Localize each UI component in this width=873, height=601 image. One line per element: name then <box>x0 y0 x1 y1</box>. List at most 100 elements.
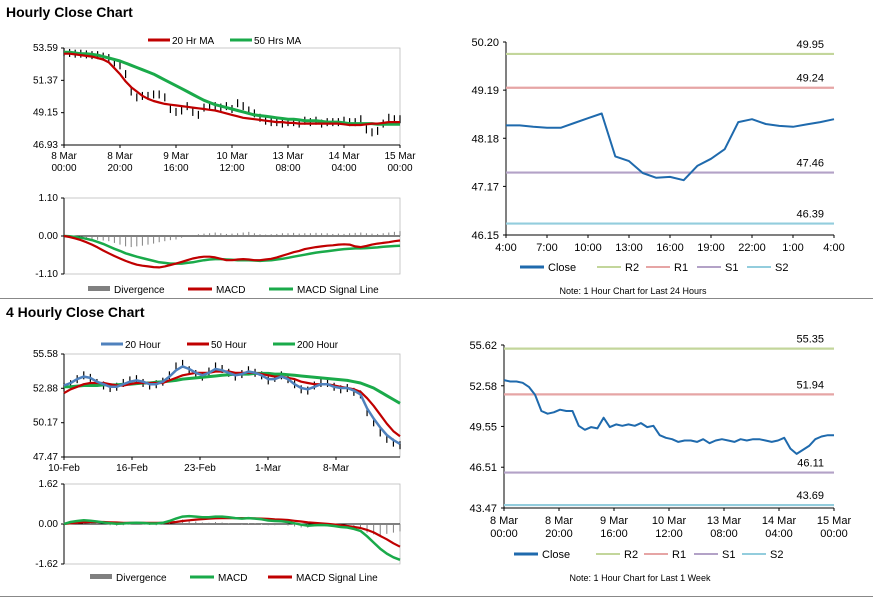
hp-x-tick-label: 8 Mar <box>51 151 77 162</box>
fm-macd-line <box>63 514 401 561</box>
hp-y-tick-label: 49.15 <box>33 108 58 119</box>
fw-legend-label: R1 <box>672 549 686 561</box>
fp-plot-frame <box>63 353 401 458</box>
h24-x-tick-label: 13:00 <box>615 242 643 254</box>
fp-y-tick-label: 50.17 <box>33 418 58 429</box>
fw-x-tick-label: 08:00 <box>710 528 738 540</box>
h24-level-s1-label: 47.46 <box>796 158 824 170</box>
fp-y-tick-label: 55.58 <box>33 349 58 360</box>
fw-x-tick-label: 00:00 <box>820 528 848 540</box>
h24-y-tick-label: 49.19 <box>471 85 499 97</box>
h24-x-tick-label: 1:00 <box>782 242 803 254</box>
hm-legend-label: MACD Signal Line <box>297 285 379 296</box>
fm-y-tick-label: 1.62 <box>39 479 59 490</box>
h24-level-r1-label: 49.24 <box>796 73 824 85</box>
h24-legend-label: R2 <box>625 262 639 274</box>
hp-legend-label: 20 Hr MA <box>172 36 215 47</box>
h24-legend-label: S1 <box>725 262 738 274</box>
hp-x-tick-label: 08:00 <box>275 163 300 174</box>
fp-y-tick-label: 47.47 <box>33 452 58 463</box>
h24-close-line <box>506 112 835 182</box>
fw-y-tick-label: 49.55 <box>469 421 497 433</box>
fw-y-tick-label: 43.47 <box>469 503 497 515</box>
fw-x-tick-label: 9 Mar <box>600 515 628 527</box>
h24-y-tick-label: 46.15 <box>471 230 499 242</box>
fw-x-tick-label: 15 Mar <box>817 515 852 527</box>
section-divider <box>0 298 873 299</box>
fp-x-tick-label: 16-Feb <box>116 463 148 474</box>
h24-x-tick-label: 7:00 <box>536 242 557 254</box>
hm-legend-label: MACD <box>216 285 245 296</box>
fw-level-r2-label: 55.35 <box>796 334 824 346</box>
fm-y-tick-label: 0.00 <box>39 519 59 530</box>
fw-legend-label: Close <box>542 549 570 561</box>
hp-x-tick-label: 20:00 <box>107 163 132 174</box>
h24-y-tick-label: 48.18 <box>471 133 499 145</box>
fp-20hour-line <box>63 365 401 445</box>
fm-legend-label: MACD <box>218 573 247 584</box>
hp-x-tick-label: 16:00 <box>163 163 188 174</box>
fw-legend-label: R2 <box>624 549 638 561</box>
fw-legend-label: S2 <box>770 549 783 561</box>
hp-x-tick-label: 04:00 <box>331 163 356 174</box>
h24-x-tick-label: 19:00 <box>697 242 725 254</box>
hp-x-tick-label: 15 Mar <box>384 151 416 162</box>
hp-x-tick-label: 9 Mar <box>163 151 189 162</box>
hm-legend-label: Divergence <box>114 285 165 296</box>
fp-y-tick-label: 52.88 <box>33 383 58 394</box>
hp-x-tick-label: 00:00 <box>387 163 412 174</box>
h24-legend-label: S2 <box>775 262 788 274</box>
fm-legend-label: MACD Signal Line <box>296 573 378 584</box>
hp-x-tick-label: 00:00 <box>51 163 76 174</box>
fp-legend-label: 50 Hour <box>211 340 247 351</box>
fw-x-tick-label: 12:00 <box>655 528 683 540</box>
fp-legend-label: 20 Hour <box>125 340 161 351</box>
fp-x-tick-label: 8-Mar <box>323 463 350 474</box>
fw-x-tick-label: 8 Mar <box>545 515 573 527</box>
h24-y-tick-label: 47.17 <box>471 181 499 193</box>
fw-x-tick-label: 13 Mar <box>707 515 742 527</box>
h24-x-tick-label: 4:00 <box>823 242 844 254</box>
fw-x-tick-label: 8 Mar <box>490 515 518 527</box>
hp-50hr-ma-line <box>64 50 400 126</box>
h24-x-tick-label: 10:00 <box>574 242 602 254</box>
fw-x-tick-label: 14 Mar <box>762 515 797 527</box>
fp-x-tick-label: 23-Feb <box>184 463 216 474</box>
fw-level-r1-label: 51.94 <box>796 379 824 391</box>
fw-close-line <box>503 379 834 455</box>
h24-level-r2-label: 49.95 <box>796 39 824 51</box>
hp-y-tick-label: 53.59 <box>33 43 58 54</box>
fw-note: Note: 1 Hour Chart for Last 1 Week <box>570 573 711 583</box>
hp-y-tick-label: 51.37 <box>33 75 58 86</box>
fw-y-tick-label: 52.58 <box>469 381 497 393</box>
fw-x-tick-label: 00:00 <box>490 528 518 540</box>
h24-x-tick-label: 4:00 <box>495 242 516 254</box>
fw-x-tick-label: 20:00 <box>545 528 573 540</box>
fw-y-tick-label: 55.62 <box>469 340 497 352</box>
four-hourly-section-title: 4 Hourly Close Chart <box>6 304 145 320</box>
hp-x-tick-label: 13 Mar <box>272 151 304 162</box>
fp-legend-label: 200 Hour <box>297 340 339 351</box>
fw-x-tick-label: 10 Mar <box>652 515 687 527</box>
h24-note: Note: 1 Hour Chart for Last 24 Hours <box>559 286 707 296</box>
hm-y-tick-label: 1.10 <box>39 193 59 204</box>
fw-level-s1-label: 46.11 <box>797 458 824 470</box>
fw-x-tick-label: 04:00 <box>765 528 793 540</box>
hp-y-tick-label: 46.93 <box>33 140 58 151</box>
h24-x-tick-label: 22:00 <box>738 242 766 254</box>
hp-x-tick-label: 10 Mar <box>216 151 248 162</box>
fp-x-tick-label: 10-Feb <box>48 463 80 474</box>
hourly-section-title: Hourly Close Chart <box>6 4 133 20</box>
hm-legend-swatch <box>88 286 110 291</box>
fw-y-tick-label: 46.51 <box>469 462 497 474</box>
fm-legend-swatch <box>90 574 112 579</box>
hm-y-tick-label: -1.10 <box>35 269 58 280</box>
h24-legend-label: Close <box>548 262 576 274</box>
fm-legend-label: Divergence <box>116 573 167 584</box>
fw-x-tick-label: 16:00 <box>600 528 628 540</box>
hp-legend-label: 50 Hrs MA <box>254 36 302 47</box>
h24-level-s2-label: 46.39 <box>796 209 824 221</box>
bottom-divider <box>0 596 873 597</box>
fm-y-tick-label: -1.62 <box>35 559 58 570</box>
